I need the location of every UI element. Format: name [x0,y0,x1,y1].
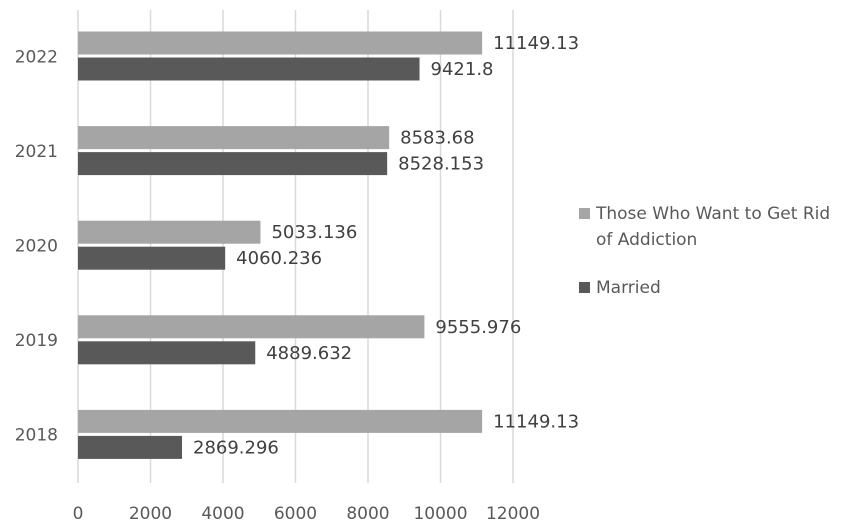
y-tick-label: 2021 [15,142,58,162]
legend-label: Married [596,278,661,298]
x-tick-label: 6000 [274,504,317,524]
x-tick-label: 2000 [129,504,172,524]
bar-married [78,341,256,365]
bar-addiction [78,31,483,55]
data-label: 9421.8 [431,59,494,80]
data-label: 5033.136 [271,222,357,243]
bar-married [78,57,420,81]
x-tick-label: 10000 [413,504,467,524]
data-label: 9555.976 [435,317,521,338]
y-tick-label: 2019 [15,331,58,351]
legend-swatch [579,208,590,219]
x-tick-label: 12000 [486,504,540,524]
y-tick-label: 2022 [15,47,58,67]
data-label: 4060.236 [236,248,322,269]
data-label: 8528.153 [398,154,484,175]
legend-label: of Addiction [596,230,697,250]
data-label: 11149.13 [493,33,579,54]
data-label: 8583.68 [400,128,474,149]
legend-swatch [579,282,590,293]
y-tick-label: 2018 [15,426,58,446]
y-tick-label: 2020 [15,237,58,257]
x-tick-label: 4000 [201,504,244,524]
bar-addiction [78,220,261,244]
bar-addiction [78,409,483,433]
x-tick-label: 0 [73,504,84,524]
data-label: 2869.296 [193,437,279,458]
bar-married [78,435,183,459]
x-tick-label: 8000 [346,504,389,524]
data-label: 11149.13 [493,411,579,432]
bar-addiction [78,315,425,339]
data-label: 4889.632 [266,343,352,364]
bar-married [78,152,388,176]
bar-addiction [78,126,390,150]
bar-married [78,246,226,270]
legend-label: Those Who Want to Get Rid [595,204,830,224]
